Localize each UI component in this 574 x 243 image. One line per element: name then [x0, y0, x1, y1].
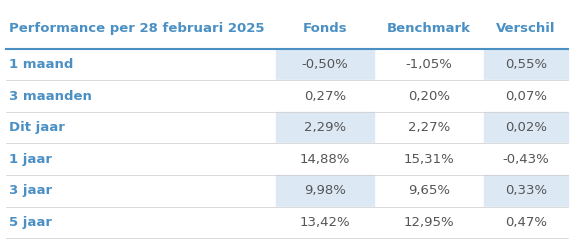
Text: 0,55%: 0,55%: [505, 58, 547, 71]
Text: 2,29%: 2,29%: [304, 121, 346, 134]
Text: -0,50%: -0,50%: [301, 58, 348, 71]
Text: 5 jaar: 5 jaar: [9, 216, 52, 229]
Text: 0,33%: 0,33%: [505, 184, 547, 197]
Text: 0,27%: 0,27%: [304, 90, 346, 103]
Text: Benchmark: Benchmark: [387, 22, 471, 35]
Text: 12,95%: 12,95%: [404, 216, 455, 229]
Text: 1 maand: 1 maand: [9, 58, 73, 71]
Text: 0,20%: 0,20%: [408, 90, 450, 103]
Text: 0,47%: 0,47%: [505, 216, 547, 229]
Text: 3 maanden: 3 maanden: [9, 90, 91, 103]
Text: 15,31%: 15,31%: [404, 153, 455, 166]
Text: 1 jaar: 1 jaar: [9, 153, 52, 166]
Text: 14,88%: 14,88%: [300, 153, 350, 166]
Text: -1,05%: -1,05%: [406, 58, 452, 71]
Text: Fonds: Fonds: [302, 22, 347, 35]
Text: Verschil: Verschil: [497, 22, 556, 35]
Text: 9,65%: 9,65%: [408, 184, 450, 197]
Text: Dit jaar: Dit jaar: [9, 121, 64, 134]
Text: 2,27%: 2,27%: [408, 121, 450, 134]
Text: 0,02%: 0,02%: [505, 121, 547, 134]
Text: Performance per 28 februari 2025: Performance per 28 februari 2025: [9, 22, 264, 35]
Text: -0,43%: -0,43%: [503, 153, 549, 166]
Text: 3 jaar: 3 jaar: [9, 184, 52, 197]
Text: 13,42%: 13,42%: [300, 216, 350, 229]
Text: 9,98%: 9,98%: [304, 184, 346, 197]
Text: 0,07%: 0,07%: [505, 90, 547, 103]
